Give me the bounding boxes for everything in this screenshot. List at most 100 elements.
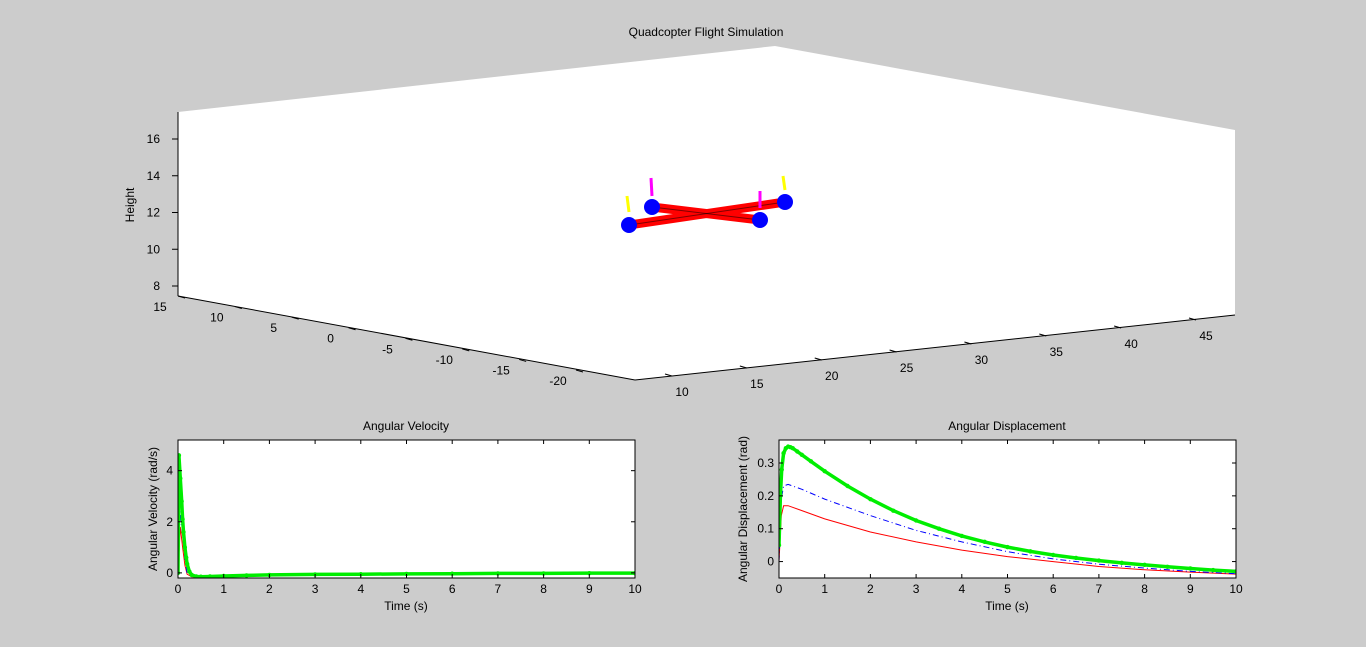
quadcopter-3d-axes: Quadcopter Flight Simulation Height 8 10 1… [123, 25, 1236, 399]
x-tick-label: 1 [220, 582, 227, 596]
series-point [1188, 566, 1193, 571]
x-tick-label: 0 [776, 582, 783, 596]
y-tick-label: 15 [153, 300, 167, 314]
x-tick-label: 10 [628, 582, 642, 596]
series-point [184, 561, 190, 567]
series-point [184, 555, 189, 560]
x-axis-label-angular-velocity: Time (s) [384, 599, 428, 613]
z-tick-label: 10 [147, 242, 161, 256]
z-tick-label: 14 [147, 169, 161, 183]
y-tick [405, 337, 413, 341]
x-tick-label: 7 [495, 582, 502, 596]
x-tick-label: 15 [750, 377, 764, 391]
y-tick-label: 0.1 [757, 522, 774, 536]
series-point [450, 571, 455, 576]
y-tick [575, 369, 584, 373]
series-point [541, 571, 546, 576]
y-tick [348, 327, 356, 331]
x-tick-label: 6 [449, 582, 456, 596]
thrust-vector [649, 177, 654, 197]
series-point [587, 570, 592, 576]
series-point [178, 476, 183, 481]
y-axis-label-angular-displacement: Angular Displacement (rad) [736, 436, 750, 582]
series-point [1165, 564, 1170, 570]
series-point [795, 449, 800, 454]
series-group [178, 453, 635, 578]
x-tick-label: 45 [1199, 329, 1213, 343]
series-point [779, 542, 782, 548]
x-tick [889, 349, 897, 353]
z-tick-label: 12 [147, 206, 161, 220]
angular-displacement-axes: Angular Displacement Time (s) Angular Di… [736, 419, 1243, 613]
x-tick-label: 8 [540, 582, 547, 596]
series-point [189, 572, 194, 578]
series-point [1119, 560, 1124, 566]
series-point [1096, 558, 1102, 563]
series-group [779, 444, 1236, 575]
series-point [1005, 544, 1010, 550]
series-point [187, 569, 192, 574]
x-axis-label-angular-displacement: Time (s) [985, 599, 1029, 613]
x-tick-label: 7 [1096, 582, 1103, 596]
z-axis-label: Height [123, 187, 137, 222]
series-point [495, 571, 501, 576]
x-tick-label: 3 [913, 582, 920, 596]
series-point [182, 545, 188, 550]
quadcopter-motor [777, 194, 793, 210]
series-point [179, 499, 184, 504]
series-point [207, 574, 213, 578]
series-point [194, 574, 199, 578]
series-point [1233, 569, 1236, 574]
series-point [1210, 567, 1216, 573]
angular-velocity-axes: Angular Velocity Time (s) Angular Veloci… [146, 419, 642, 613]
quadcopter-motor [621, 217, 637, 233]
z-tick-label: 8 [153, 279, 160, 293]
series-point [198, 574, 204, 578]
y-tick-label: 0 [767, 555, 774, 569]
chart-title-angular-velocity: Angular Velocity [363, 419, 449, 433]
x-tick-label: 9 [1187, 582, 1194, 596]
x-tick-label: 10 [675, 385, 689, 399]
y-tick [234, 306, 242, 310]
y-tick-label: -10 [436, 353, 454, 367]
x-tick [1039, 333, 1047, 337]
x-tick-label: 4 [958, 582, 965, 596]
series-point [1142, 562, 1147, 568]
x-tick [739, 365, 747, 369]
series-point [799, 452, 805, 457]
series-point [178, 453, 182, 458]
x-axis-line [634, 314, 1236, 381]
y-axis-label-angular-velocity: Angular Velocity (rad/s) [146, 447, 160, 571]
plot-area [178, 440, 635, 578]
series-point [781, 450, 786, 456]
y-tick-label: 0.2 [757, 489, 774, 503]
x-tick-label: 35 [1050, 345, 1064, 359]
plot-area [779, 440, 1236, 578]
x-tick-label: 2 [867, 582, 874, 596]
series-point [868, 496, 873, 502]
x-tick-label: 10 [1229, 582, 1243, 596]
series-point [181, 529, 186, 535]
series-point [959, 533, 964, 539]
x-tick-label: 5 [1004, 582, 1011, 596]
x-tick [964, 341, 972, 345]
y-tick [462, 348, 470, 352]
x-tick-label: 25 [900, 361, 914, 375]
series-point [180, 517, 185, 522]
series-point [1051, 552, 1056, 558]
y-tick-label: -5 [382, 342, 393, 356]
y-tick [519, 358, 527, 362]
series-point [822, 469, 827, 474]
series-point [808, 459, 814, 464]
series-point [913, 518, 919, 523]
y-axis-line [177, 295, 636, 381]
series-point [936, 526, 942, 531]
series-line [779, 505, 1236, 575]
x-tick-label: 3 [312, 582, 319, 596]
x-tick-label: 40 [1124, 337, 1138, 351]
x-tick-label: 2 [266, 582, 273, 596]
y-tick-label: 0 [327, 332, 334, 346]
y-tick-label: -15 [492, 363, 510, 377]
quadcopter-arm-edge [651, 206, 761, 221]
y-tick [291, 316, 299, 320]
